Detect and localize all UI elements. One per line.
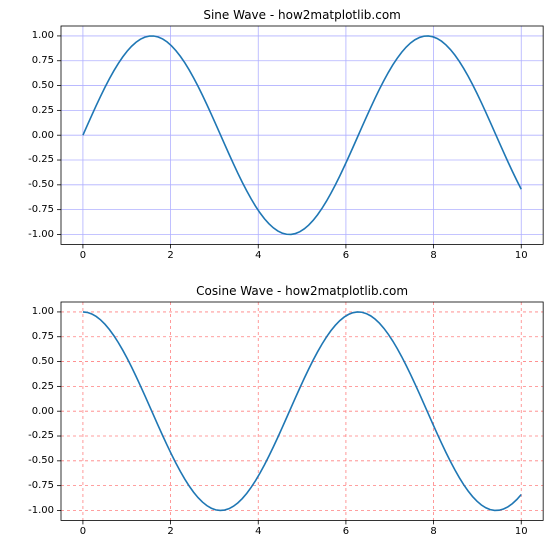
xtick-label: 8 <box>424 526 444 537</box>
ytick-label: 0.75 <box>32 55 54 66</box>
xtick-label: 6 <box>336 250 356 261</box>
xtick-label: 10 <box>511 250 531 261</box>
ytick-label: 0.25 <box>32 105 54 116</box>
subplot-sine: Sine Wave - how2matplotlib.com0246810-1.… <box>61 26 543 244</box>
xtick-label: 6 <box>336 526 356 537</box>
figure: Sine Wave - how2matplotlib.com 0 2 4 6 8 10 -1.… <box>0 0 560 560</box>
xtick-label: 0 <box>73 250 93 261</box>
ytick-label: 1.00 <box>32 30 54 41</box>
xtick-label: 10 <box>511 526 531 537</box>
ytick-label: -0.25 <box>28 430 54 441</box>
xtick-label: 2 <box>161 526 181 537</box>
ytick-label: -0.75 <box>28 480 54 491</box>
xtick-label: 4 <box>248 526 268 537</box>
ytick-label: -0.25 <box>28 154 54 165</box>
xtick-label: 0 <box>73 526 93 537</box>
ytick-label: -0.50 <box>28 455 54 466</box>
title-sine: Sine Wave - how2matplotlib.com <box>61 8 543 22</box>
plot-area-sine <box>61 26 543 244</box>
ytick-label: 0.00 <box>32 130 54 141</box>
xtick-label: 4 <box>248 250 268 261</box>
ytick-label: 0.50 <box>32 80 54 91</box>
title-cosine: Cosine Wave - how2matplotlib.com <box>61 284 543 298</box>
plot-area-cosine <box>61 302 543 520</box>
ytick-label: 1.00 <box>32 306 54 317</box>
ytick-label: 0.75 <box>32 331 54 342</box>
ytick-label: 0.25 <box>32 381 54 392</box>
xtick-label: 8 <box>424 250 444 261</box>
ytick-label: -0.50 <box>28 179 54 190</box>
xtick-label: 2 <box>161 250 181 261</box>
ytick-label: 0.00 <box>32 406 54 417</box>
ytick-label: -1.00 <box>28 505 54 516</box>
ytick-label: 0.50 <box>32 356 54 367</box>
subplot-cosine: Cosine Wave - how2matplotlib.com0246810-… <box>61 302 543 520</box>
ytick-label: -0.75 <box>28 204 54 215</box>
ytick-label: -1.00 <box>28 229 54 240</box>
